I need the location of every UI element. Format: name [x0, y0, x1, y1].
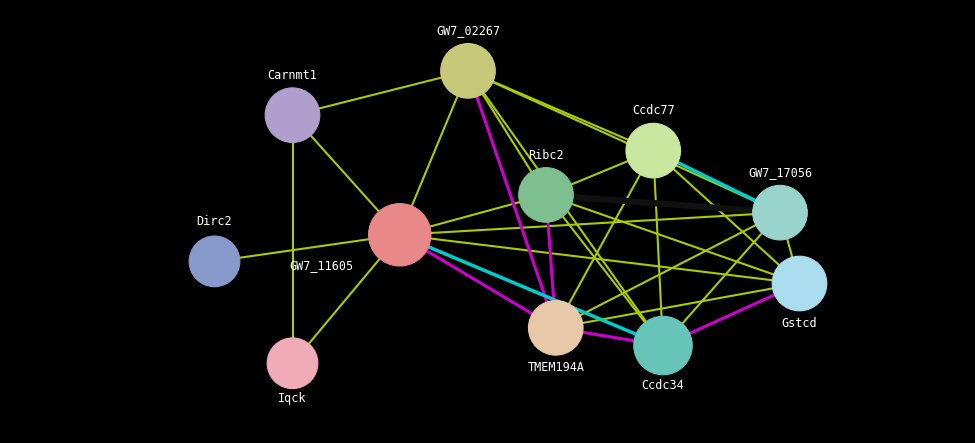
Ellipse shape [753, 185, 807, 240]
Ellipse shape [369, 204, 431, 266]
Text: Ccdc77: Ccdc77 [632, 104, 675, 117]
Text: Iqck: Iqck [278, 392, 307, 405]
Ellipse shape [626, 123, 681, 178]
Text: Ccdc34: Ccdc34 [642, 379, 684, 392]
Ellipse shape [265, 88, 320, 143]
Text: Gstcd: Gstcd [782, 317, 817, 330]
Ellipse shape [441, 43, 495, 98]
Ellipse shape [528, 300, 583, 355]
Ellipse shape [634, 316, 692, 375]
Ellipse shape [189, 236, 240, 287]
Text: GW7_11605: GW7_11605 [290, 259, 354, 272]
Text: GW7_02267: GW7_02267 [436, 24, 500, 38]
Ellipse shape [519, 167, 573, 222]
Text: Carnmt1: Carnmt1 [267, 69, 318, 82]
Ellipse shape [772, 256, 827, 311]
Ellipse shape [267, 338, 318, 389]
Text: TMEM194A: TMEM194A [527, 361, 584, 374]
Text: Ribc2: Ribc2 [528, 148, 564, 162]
Text: GW7_17056: GW7_17056 [748, 166, 812, 179]
Text: Dirc2: Dirc2 [197, 215, 232, 228]
